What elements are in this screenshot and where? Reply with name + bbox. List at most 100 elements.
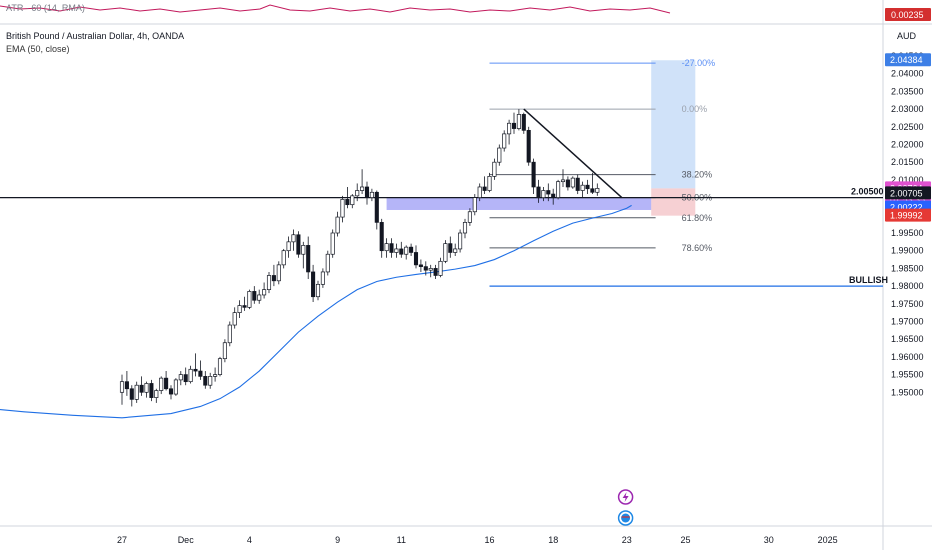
candle[interactable] (428, 264, 433, 278)
candle[interactable] (472, 194, 477, 216)
candle[interactable] (330, 229, 335, 258)
candle[interactable] (232, 307, 237, 329)
candle[interactable] (183, 367, 188, 386)
candle[interactable] (453, 243, 458, 257)
candle[interactable] (149, 379, 154, 402)
candle[interactable] (355, 183, 360, 202)
candle[interactable] (585, 179, 590, 195)
candle[interactable] (168, 385, 174, 400)
candle[interactable] (173, 378, 178, 396)
candle[interactable] (467, 208, 472, 226)
candle[interactable] (482, 176, 487, 195)
candle[interactable] (335, 211, 340, 237)
candle[interactable] (590, 172, 595, 195)
candle[interactable] (345, 186, 350, 209)
candle[interactable] (565, 176, 570, 191)
candle[interactable] (546, 183, 551, 202)
candle[interactable] (134, 381, 139, 403)
candle[interactable] (276, 261, 281, 285)
candle[interactable] (521, 112, 526, 134)
candle[interactable] (325, 250, 330, 276)
candle[interactable] (164, 371, 169, 391)
candle[interactable] (315, 280, 321, 301)
candle[interactable] (409, 243, 414, 257)
candle[interactable] (242, 296, 247, 311)
candle[interactable] (404, 245, 409, 260)
position-stop-zone[interactable] (651, 188, 696, 216)
candle[interactable] (487, 172, 492, 193)
candle[interactable] (448, 236, 453, 258)
candle[interactable] (477, 183, 482, 202)
candle[interactable] (556, 179, 561, 200)
candle[interactable] (364, 181, 370, 205)
candle[interactable] (139, 376, 144, 396)
candle[interactable] (154, 388, 159, 403)
ema-legend[interactable]: EMA (50, close) (6, 44, 70, 54)
candle[interactable] (423, 261, 428, 276)
candle[interactable] (526, 126, 531, 166)
candle[interactable] (418, 259, 423, 272)
candle[interactable] (213, 367, 218, 382)
candle[interactable] (291, 229, 296, 251)
candle[interactable] (188, 365, 193, 384)
candle[interactable] (369, 188, 374, 202)
trendline[interactable] (523, 108, 623, 199)
candle[interactable] (462, 218, 468, 239)
candle[interactable] (208, 372, 213, 389)
candle[interactable] (502, 130, 507, 152)
candle[interactable] (492, 158, 497, 180)
candle[interactable] (536, 179, 541, 203)
candle[interactable] (575, 174, 580, 195)
candle[interactable] (389, 238, 394, 258)
candle[interactable] (203, 371, 208, 389)
candle[interactable] (129, 385, 134, 407)
ema-line[interactable] (0, 204, 632, 419)
candle[interactable] (301, 241, 306, 269)
candle[interactable] (433, 264, 438, 280)
candle[interactable] (266, 271, 272, 294)
candle[interactable] (394, 243, 399, 258)
candle[interactable] (507, 119, 512, 145)
candle[interactable] (247, 289, 252, 310)
symbol-legend[interactable]: British Pound / Australian Dollar, 4h, O… (6, 31, 184, 41)
candle[interactable] (570, 176, 575, 189)
candle[interactable] (237, 300, 242, 318)
candle[interactable] (580, 181, 585, 198)
candle[interactable] (222, 339, 227, 363)
candle[interactable] (271, 264, 276, 287)
candle[interactable] (306, 236, 311, 280)
candle[interactable] (178, 371, 183, 386)
candle[interactable] (560, 169, 566, 187)
candle[interactable] (193, 353, 198, 377)
candle[interactable] (360, 169, 365, 195)
candle[interactable] (320, 268, 325, 288)
candle[interactable] (281, 248, 286, 269)
candle[interactable] (252, 286, 257, 304)
candle[interactable] (124, 371, 129, 396)
time-axis[interactable]: 27 Dec 4 9 11 16 18 23 25 30 2025 (117, 535, 838, 545)
candle[interactable] (413, 245, 419, 269)
candle[interactable] (541, 186, 546, 202)
candle[interactable] (311, 264, 316, 303)
candle[interactable] (374, 190, 379, 230)
candle[interactable] (551, 188, 556, 205)
candle[interactable] (531, 158, 536, 195)
candle[interactable] (119, 374, 125, 405)
candle[interactable] (443, 240, 448, 264)
candle[interactable] (198, 360, 203, 380)
candle[interactable] (262, 282, 267, 299)
candle[interactable] (379, 218, 384, 258)
candle[interactable] (257, 289, 262, 304)
candle[interactable] (595, 183, 600, 196)
flag-icon[interactable] (617, 510, 634, 526)
candle[interactable] (384, 238, 389, 258)
candle[interactable] (340, 195, 345, 223)
candle[interactable] (497, 144, 502, 166)
candle[interactable] (399, 241, 404, 258)
candle[interactable] (516, 109, 521, 131)
candle[interactable] (144, 381, 149, 398)
candle[interactable] (458, 229, 463, 253)
candle[interactable] (438, 257, 443, 278)
candle[interactable] (286, 236, 291, 258)
